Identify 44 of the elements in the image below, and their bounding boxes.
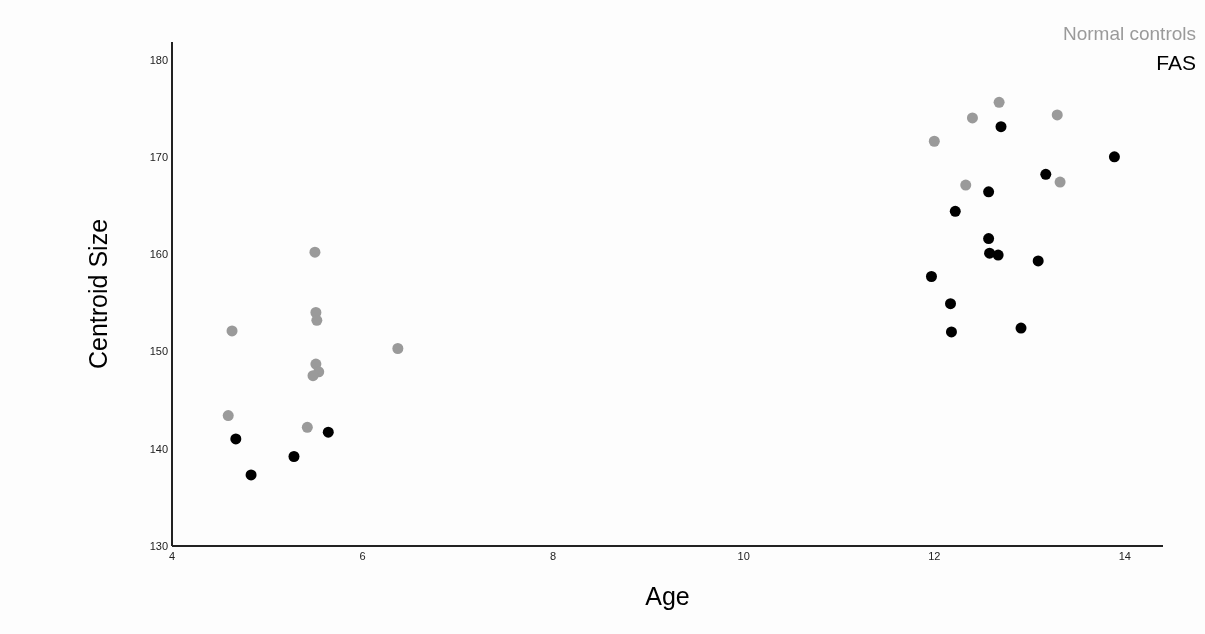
y-tick-label: 160	[149, 248, 168, 261]
text: Normal controls	[1062, 23, 1196, 44]
point	[392, 343, 404, 354]
point	[230, 433, 242, 445]
point	[993, 96, 1005, 108]
y-tick-label: 140	[149, 442, 168, 455]
point	[966, 112, 978, 124]
point	[983, 186, 995, 198]
point	[222, 410, 234, 422]
point	[925, 271, 937, 282]
point	[288, 451, 300, 462]
point	[945, 326, 957, 338]
x-tick-label: 10	[737, 550, 750, 562]
point	[960, 179, 972, 191]
point	[983, 233, 995, 245]
x-tick-label: 6	[359, 550, 366, 562]
point	[1032, 255, 1044, 267]
point	[992, 249, 1004, 261]
y-tick-label: 170	[149, 150, 168, 163]
x-tick-label: 14	[1118, 550, 1132, 562]
point	[995, 121, 1007, 133]
x-tick-label: 8	[550, 550, 557, 562]
y-tick-label: 150	[149, 345, 168, 358]
point	[945, 298, 957, 310]
x-tick-label: 12	[928, 550, 941, 562]
x-axis-title: Age	[645, 582, 690, 610]
point	[949, 205, 961, 217]
point	[928, 135, 940, 147]
point	[1040, 168, 1052, 180]
point	[1108, 151, 1120, 163]
point	[1054, 176, 1066, 188]
text: FAS	[1156, 51, 1196, 74]
y-tick-label: 130	[149, 540, 168, 552]
point	[1015, 322, 1027, 334]
y-axis-title: Centroid Size	[84, 218, 112, 370]
point	[307, 370, 319, 382]
point	[322, 426, 334, 438]
point	[1051, 109, 1063, 121]
point	[301, 421, 313, 433]
point	[245, 469, 257, 481]
y-tick-label: 180	[149, 53, 168, 66]
point	[226, 325, 238, 337]
x-tick-label: 4	[168, 550, 176, 562]
point	[309, 246, 321, 258]
